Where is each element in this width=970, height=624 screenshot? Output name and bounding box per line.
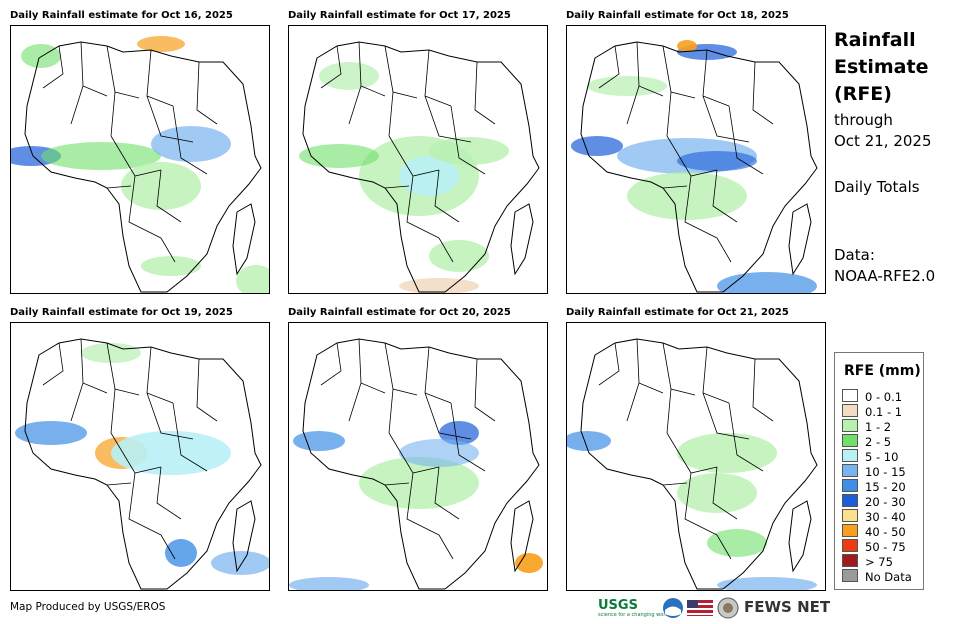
heading-line: Estimate [834,56,929,78]
through-label: through [834,111,893,129]
panel-title: Daily Rainfall estimate for Oct 20, 2025 [288,307,511,318]
panel-title: Daily Rainfall estimate for Oct 16, 2025 [10,10,233,21]
legend-item: 10 - 15 [842,464,906,480]
legend-swatch [842,554,858,567]
heading-line: (RFE) [834,83,892,105]
legend-swatch [842,479,858,492]
legend-label: 2 - 5 [865,435,892,449]
legend-label: 30 - 40 [865,510,906,524]
legend-swatch [842,389,858,402]
fews-net-logo: FEWS NET [744,598,831,616]
legend-swatch [842,404,858,417]
legend-item: 0 - 0.1 [842,389,902,405]
map-panel-oct-17: Daily Rainfall estimate for Oct 17, 2025 [288,10,548,300]
legend-title: RFE (mm) [844,363,921,379]
map-panel-oct-19: Daily Rainfall estimate for Oct 19, 2025 [10,307,270,597]
panel-title: Daily Rainfall estimate for Oct 17, 2025 [288,10,511,21]
map-credit: Map Produced by USGS/EROS [10,601,166,613]
rainfall-map [10,322,270,591]
legend-label: 1 - 2 [865,420,892,434]
data-label: Data: [834,246,875,264]
legend-item: > 75 [842,554,893,570]
heading-line: Rainfall [834,29,916,51]
panel-title: Daily Rainfall estimate for Oct 21, 2025 [566,307,789,318]
legend-item: 40 - 50 [842,524,906,540]
legend-item: 2 - 5 [842,434,891,450]
legend-item: 0.1 - 1 [842,404,902,420]
legend-swatch [842,464,858,477]
rainfall-map [10,25,270,294]
legend-item: 5 - 10 [842,449,898,465]
legend-swatch [842,449,858,462]
legend-label: > 75 [865,555,893,569]
usgs-logo: USGS [598,598,638,613]
legend-label: 10 - 15 [865,465,906,479]
map-panel-oct-16: Daily Rainfall estimate for Oct 16, 2025 [10,10,270,300]
legend-item: 30 - 40 [842,509,906,525]
legend-swatch [842,569,858,582]
legend-swatch [842,419,858,432]
legend-label: 40 - 50 [865,525,906,539]
legend-label: 50 - 75 [865,540,906,554]
legend-label: 0 - 0.1 [865,390,903,404]
agency-emblems [663,597,739,619]
map-panel-oct-18: Daily Rainfall estimate for Oct 18, 2025 [566,10,826,300]
legend-item: 50 - 75 [842,539,906,555]
legend-item: 1 - 2 [842,419,891,435]
panel-title: Daily Rainfall estimate for Oct 19, 2025 [10,307,233,318]
totals-label: Daily Totals [834,178,920,196]
legend-swatch [842,494,858,507]
legend-item: No Data [842,569,912,585]
usgs-tagline: science for a changing world [598,612,670,618]
rainfall-map [288,25,548,294]
legend-heading: Rainfall Estimate (RFE) [834,27,928,108]
legend-item: 15 - 20 [842,479,906,495]
legend-label: 20 - 30 [865,495,906,509]
legend-label: 15 - 20 [865,480,906,494]
legend-swatch [842,539,858,552]
legend-swatch [842,524,858,537]
legend-label: 5 - 10 [865,450,899,464]
panel-title: Daily Rainfall estimate for Oct 18, 2025 [566,10,789,21]
map-panel-oct-20: Daily Rainfall estimate for Oct 20, 2025 [288,307,548,597]
map-panel-oct-21: Daily Rainfall estimate for Oct 21, 2025 [566,307,826,597]
legend-swatch [842,434,858,447]
rainfall-map [566,322,826,591]
legend-swatch [842,509,858,522]
data-source: NOAA-RFE2.0 [834,267,936,285]
rainfall-map [288,322,548,591]
rainfall-map [566,25,826,294]
legend-label: 0.1 - 1 [865,405,903,419]
through-date: Oct 21, 2025 [834,132,932,150]
legend-label: No Data [865,570,912,584]
legend-item: 20 - 30 [842,494,906,510]
